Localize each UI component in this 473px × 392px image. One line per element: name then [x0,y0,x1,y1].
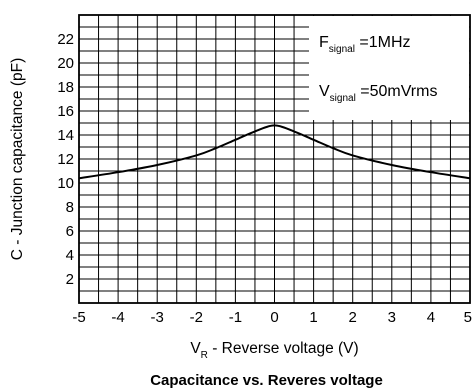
annotation-symbol: F [319,34,329,51]
y-tick-label: 14 [57,127,74,144]
y-tick-label: 6 [66,223,74,240]
y-tick-label: 2 [66,271,74,288]
annotation-subscript: signal [329,44,355,55]
y-tick-labels: 2 4 6 8 10 12 14 16 18 20 22 [57,31,74,288]
annotation-value: =1MHz [355,34,411,51]
x-axis-label-text: - Reverse voltage (V) [208,340,359,357]
annotation-symbol: V [319,83,330,100]
y-tick-label: 8 [66,199,74,216]
annotation-subscript: signal [330,93,356,104]
y-axis-label: C - Junction capacitance (pF) [9,58,26,260]
x-tick-label: -4 [111,309,124,326]
x-tick-labels: -5 -4 -3 -2 -1 0 1 2 3 4 5 [72,309,472,326]
y-tick-label: 16 [57,103,74,120]
y-tick-label: 22 [57,31,74,48]
x-axis-label-subscript: R [201,350,208,361]
x-tick-label: 5 [464,309,472,326]
x-tick-label: -5 [72,309,85,326]
x-tick-label: 4 [427,309,435,326]
y-tick-label: 18 [57,79,74,96]
x-tick-label: 1 [309,309,317,326]
y-tick-label: 4 [66,247,74,264]
chart-title: Capacitance vs. Reveres voltage [150,372,383,389]
x-tick-label: 2 [349,309,357,326]
annotation-value: =50mVrms [356,83,438,100]
x-tick-label: 0 [270,309,278,326]
x-tick-label: 3 [388,309,396,326]
y-tick-label: 12 [57,151,74,168]
annotation-text: Fsignal =1MHz [319,34,411,55]
annotations: Fsignal =1MHz Vsignal =50mVrms [319,34,437,104]
x-axis-label-symbol: V [190,340,201,357]
y-tick-label: 10 [57,175,74,192]
x-tick-label: -2 [190,309,203,326]
x-tick-label: -3 [151,309,164,326]
x-axis-label: VR - Reverse voltage (V) [190,340,358,361]
series-line [78,124,471,180]
plot-frame [78,14,471,304]
y-tick-label: 20 [57,55,74,72]
annotation-text: Vsignal =50mVrms [319,83,437,104]
x-tick-label: -1 [229,309,242,326]
annotation-box [309,16,469,120]
